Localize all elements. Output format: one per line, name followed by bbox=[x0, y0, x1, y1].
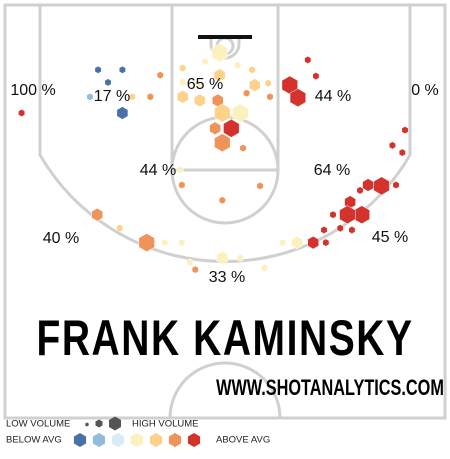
shot-hex bbox=[146, 92, 154, 101]
legend-volume-medium bbox=[95, 419, 103, 428]
shot-hex bbox=[304, 55, 312, 64]
shot-hex bbox=[214, 133, 231, 153]
legend-volume-small bbox=[85, 422, 89, 427]
shot-hex bbox=[179, 78, 187, 87]
shot-hex bbox=[178, 238, 186, 247]
shot-hex bbox=[201, 57, 209, 66]
shot-hex bbox=[232, 103, 249, 123]
zone-percentage: 0 % bbox=[411, 82, 439, 99]
shot-hex bbox=[94, 65, 102, 74]
legend-swatch bbox=[187, 433, 201, 447]
shot-hex bbox=[261, 263, 269, 272]
zone-percentage: 44 % bbox=[315, 88, 351, 105]
shot-hex bbox=[194, 93, 206, 108]
shot-hex bbox=[291, 235, 303, 250]
shot-hex bbox=[216, 251, 229, 265]
player-name: FRANK KAMINSKY bbox=[36, 309, 413, 366]
shot-hex bbox=[179, 64, 187, 72]
shot-hex bbox=[356, 186, 364, 195]
zone-percentage: 64 % bbox=[314, 162, 350, 179]
shot-hex bbox=[156, 71, 164, 80]
center-circle bbox=[168, 361, 282, 419]
shot-hex bbox=[239, 144, 247, 153]
shot-hex bbox=[191, 265, 199, 274]
shot-hex bbox=[178, 181, 186, 189]
shot-hex bbox=[86, 92, 94, 101]
shot-hex bbox=[214, 103, 231, 123]
shot-hex bbox=[248, 65, 256, 74]
legend-high-volume: HIGH VOLUME bbox=[132, 419, 199, 430]
zone-percentage: 45 % bbox=[372, 229, 408, 246]
zone-percentage: 65 % bbox=[187, 76, 223, 93]
shot-hex bbox=[362, 178, 374, 192]
zone-percentage: 40 % bbox=[43, 230, 79, 247]
shot-hex bbox=[116, 106, 129, 120]
legend-swatch bbox=[92, 433, 106, 447]
shot-hex bbox=[398, 148, 406, 157]
zones: 100 % 17 % 65 % 44 % 0 % 44 % 64 % 40 % 45 % 33 % bbox=[10, 76, 438, 286]
legend-above-avg: ABOVE AVG bbox=[216, 435, 270, 446]
shot-hex bbox=[264, 79, 272, 88]
legend-swatch bbox=[168, 433, 182, 447]
shot-hex bbox=[248, 78, 261, 92]
zone-percentage: 44 % bbox=[140, 162, 176, 179]
shot-hex bbox=[392, 181, 400, 189]
shot-hex bbox=[176, 165, 184, 174]
shot-hex bbox=[348, 226, 356, 234]
shot-hex bbox=[312, 72, 320, 81]
legend-swatch bbox=[73, 433, 87, 447]
shot-hex bbox=[266, 92, 274, 101]
shot-hex bbox=[138, 233, 155, 252]
zone-percentage: 100 % bbox=[10, 82, 55, 99]
paint bbox=[170, 3, 280, 172]
shot-hex bbox=[176, 90, 189, 104]
shot-hex bbox=[322, 238, 330, 247]
zone-percentage: 33 % bbox=[209, 269, 245, 286]
shot-hex bbox=[339, 205, 356, 225]
shot-hex bbox=[161, 238, 169, 247]
shot-hex bbox=[18, 109, 26, 117]
shot-hex bbox=[116, 224, 124, 233]
legend-swatch bbox=[111, 433, 125, 447]
shot-hex bbox=[336, 224, 344, 233]
shot-hex bbox=[289, 88, 307, 108]
shot-hex bbox=[388, 141, 396, 150]
shot-hex bbox=[91, 208, 103, 222]
shot-hex bbox=[211, 43, 228, 63]
zone-percentage: 17 % bbox=[94, 88, 130, 105]
legend-low-volume: LOW VOLUME bbox=[6, 419, 70, 430]
shot-hex bbox=[373, 176, 390, 196]
legend-swatch bbox=[149, 433, 163, 447]
legend-volume-large bbox=[109, 416, 121, 431]
shot-hex bbox=[329, 210, 337, 219]
legend-colors bbox=[73, 433, 201, 447]
shot-hex bbox=[234, 61, 242, 70]
shot-hex bbox=[218, 196, 226, 205]
shot-hex bbox=[213, 68, 226, 82]
shot-hex bbox=[209, 121, 221, 135]
hexes bbox=[18, 43, 409, 274]
shot-hex bbox=[401, 126, 409, 135]
shot-hex bbox=[256, 181, 264, 190]
legend-swatch bbox=[130, 433, 144, 447]
shot-hex bbox=[118, 65, 126, 74]
shot-hex bbox=[186, 258, 194, 267]
legend-below-avg: BELOW AVG bbox=[6, 435, 62, 446]
site-url: WWW.SHOTANALYTICS.COM bbox=[216, 375, 444, 400]
shot-hex bbox=[279, 238, 287, 247]
shot-hex bbox=[307, 235, 319, 250]
shot-hex bbox=[236, 253, 244, 262]
shot-hex bbox=[194, 80, 202, 89]
shot-hex bbox=[104, 78, 112, 87]
shot-hex bbox=[223, 118, 240, 138]
shot-hex bbox=[320, 226, 328, 234]
shot-hex bbox=[243, 89, 251, 98]
shot-hex bbox=[128, 92, 136, 101]
